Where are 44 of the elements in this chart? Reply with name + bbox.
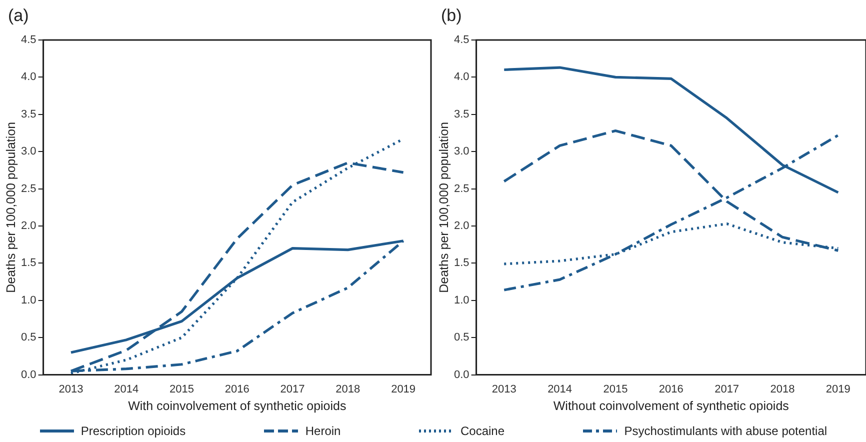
- y-tick-label: 1.0: [20, 294, 36, 306]
- legend-label: Psychostimulants with abuse potential: [624, 424, 828, 438]
- y-tick-label: 2.0: [454, 220, 470, 232]
- y-tick-label: 2.0: [20, 220, 36, 232]
- y-tick-label: 3.0: [20, 146, 36, 158]
- y-tick-label: 0.5: [20, 332, 36, 344]
- x-tick-label: 2018: [770, 383, 795, 396]
- y-tick-label: 4.0: [454, 71, 470, 84]
- chart-title: (a): [8, 6, 29, 26]
- y-tick-label: 2.5: [454, 182, 470, 195]
- x-tick-label: 2015: [603, 383, 628, 396]
- y-tick-label: 3.0: [454, 146, 470, 158]
- y-tick-label: 0.0: [20, 368, 36, 381]
- y-tick-label: 1.5: [454, 257, 470, 270]
- x-axis-title: Without coinvolvement of synthetic opioids: [553, 398, 789, 413]
- x-tick-label: 2013: [58, 383, 84, 396]
- x-tick-label: 2016: [658, 383, 684, 396]
- y-tick-label: 0.5: [454, 332, 470, 344]
- x-tick-label: 2014: [114, 383, 139, 396]
- x-tick-label: 2017: [280, 383, 305, 396]
- x-tick-label: 2016: [224, 383, 250, 396]
- x-tick-label: 2019: [826, 383, 850, 396]
- y-tick-label: 0.0: [454, 368, 470, 381]
- legend-label: Cocaine: [460, 424, 505, 438]
- legend-label: Heroin: [305, 424, 341, 438]
- x-tick-label: 2019: [391, 383, 416, 396]
- y-tick-label: 1.5: [20, 257, 36, 270]
- y-tick-label: 4.5: [20, 34, 36, 46]
- y-tick-label: 4.5: [454, 34, 470, 46]
- y-axis-title: Deaths per 100,000 population: [436, 122, 451, 293]
- x-axis-title: With coinvolvement of synthetic opioids: [128, 398, 346, 413]
- y-tick-label: 3.5: [454, 108, 470, 120]
- chart-title: (b): [441, 6, 462, 26]
- x-tick-label: 2017: [714, 383, 740, 396]
- y-tick-label: 3.5: [20, 108, 36, 120]
- y-tick-label: 1.0: [454, 294, 470, 306]
- y-tick-label: 4.0: [20, 71, 36, 84]
- y-tick-label: 2.5: [20, 182, 36, 195]
- x-tick-label: 2013: [492, 383, 516, 396]
- y-axis-title: Deaths per 100,000 population: [4, 122, 18, 293]
- x-tick-label: 2015: [170, 383, 194, 396]
- x-tick-label: 2018: [336, 383, 360, 396]
- legend-label: Prescription opioids: [80, 424, 186, 438]
- x-tick-label: 2014: [548, 383, 572, 396]
